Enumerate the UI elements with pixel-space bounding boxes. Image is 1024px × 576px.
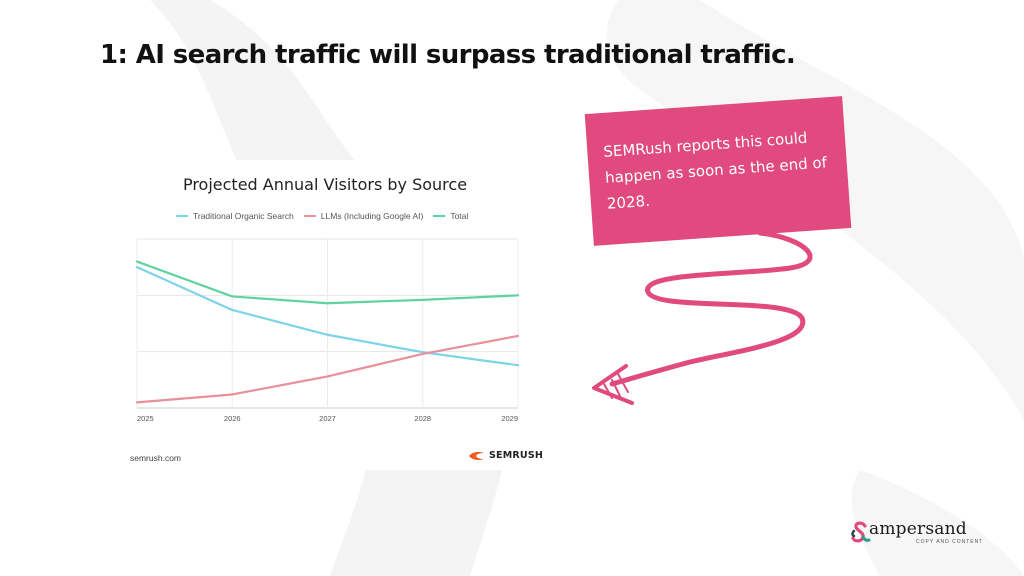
legend-swatch — [433, 215, 446, 217]
x-tick-label: 2027 — [319, 414, 336, 423]
logo-tagline: COPY AND CONTENT — [916, 539, 984, 545]
chart-title: Projected Annual Visitors by Source — [182, 175, 468, 194]
data-point — [231, 393, 234, 396]
chart-series — [135, 260, 520, 404]
slide-title: 1: AI search traffic will surpass tradit… — [100, 40, 796, 70]
data-point — [231, 295, 234, 298]
semrush-flame-icon — [469, 451, 484, 460]
chart-card: 2025 2026 2027 2028 2029 Projected Annual Vi… — [120, 160, 543, 470]
semrush-wordmark: SEMRUSH — [489, 450, 544, 461]
data-point — [231, 309, 234, 311]
x-tick-label: 2029 — [501, 414, 518, 423]
data-point — [136, 266, 138, 268]
x-tick-label: 2028 — [414, 414, 431, 423]
data-point — [517, 364, 519, 366]
x-tick-label: 2026 — [224, 414, 241, 423]
ampersand-mark-icon — [851, 521, 871, 543]
legend-label: Total — [450, 211, 469, 221]
data-point — [136, 260, 138, 263]
data-point — [517, 294, 519, 297]
legend-item-traditional: Traditional Organic Search — [176, 211, 294, 221]
data-point — [326, 375, 329, 378]
data-point — [421, 299, 424, 301]
data-point — [326, 333, 329, 336]
semrush-brand: SEMRUSH — [468, 450, 543, 461]
legend-swatch — [176, 215, 188, 217]
data-point — [517, 335, 519, 337]
x-tick-label: 2025 — [137, 414, 154, 423]
data-point — [136, 401, 138, 404]
legend-item-total: Total — [433, 211, 468, 221]
data-point — [421, 351, 424, 354]
data-point — [326, 302, 329, 305]
chart-source: semrush.com — [130, 453, 182, 463]
legend-label: Traditional Organic Search — [193, 211, 294, 221]
data-point — [421, 353, 424, 355]
legend-item-llms: LLMs (Including Google AI) — [303, 211, 424, 221]
chart-legend: Traditional Organic Search LLMs (Includi… — [176, 211, 468, 221]
line-chart: 2025 2026 2027 2028 2029 — [135, 238, 520, 423]
logo-wordmark: ampersand — [869, 519, 967, 539]
legend-label: LLMs (Including Google AI) — [320, 211, 424, 221]
ampersand-logo: ampersand COPY AND CONTENT — [850, 519, 984, 549]
x-axis-ticks: 2025 2026 2027 2028 2029 — [137, 414, 518, 423]
legend-swatch — [303, 215, 316, 217]
